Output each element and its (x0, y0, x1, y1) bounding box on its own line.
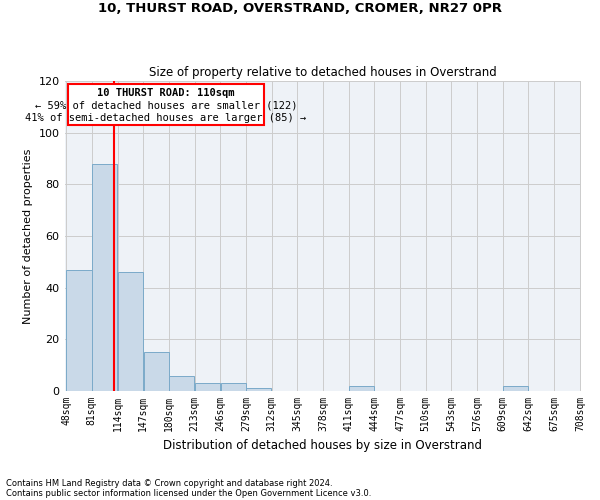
Title: Size of property relative to detached houses in Overstrand: Size of property relative to detached ho… (149, 66, 497, 78)
Bar (195, 384, 220, 391)
Bar (349, 386, 374, 391)
Bar (118, 272, 143, 391)
Text: 10, THURST ROAD, OVERSTRAND, CROMER, NR27 0PR: 10, THURST ROAD, OVERSTRAND, CROMER, NR2… (98, 2, 502, 16)
Bar (221, 384, 245, 391)
Bar (67, 270, 92, 391)
Text: Contains HM Land Registry data © Crown copyright and database right 2024.: Contains HM Land Registry data © Crown c… (6, 478, 332, 488)
FancyBboxPatch shape (68, 84, 264, 125)
Bar (92, 164, 117, 391)
Text: 41% of semi-detached houses are larger (85) →: 41% of semi-detached houses are larger (… (25, 114, 307, 124)
X-axis label: Distribution of detached houses by size in Overstrand: Distribution of detached houses by size … (163, 440, 482, 452)
Text: 10 THURST ROAD: 110sqm: 10 THURST ROAD: 110sqm (97, 88, 235, 98)
Text: ← 59% of detached houses are smaller (122): ← 59% of detached houses are smaller (12… (35, 100, 297, 110)
Bar (503, 386, 528, 391)
Bar (169, 376, 194, 391)
Y-axis label: Number of detached properties: Number of detached properties (23, 148, 33, 324)
Bar (143, 352, 169, 391)
Text: Contains public sector information licensed under the Open Government Licence v3: Contains public sector information licen… (6, 488, 371, 498)
Bar (246, 388, 271, 391)
